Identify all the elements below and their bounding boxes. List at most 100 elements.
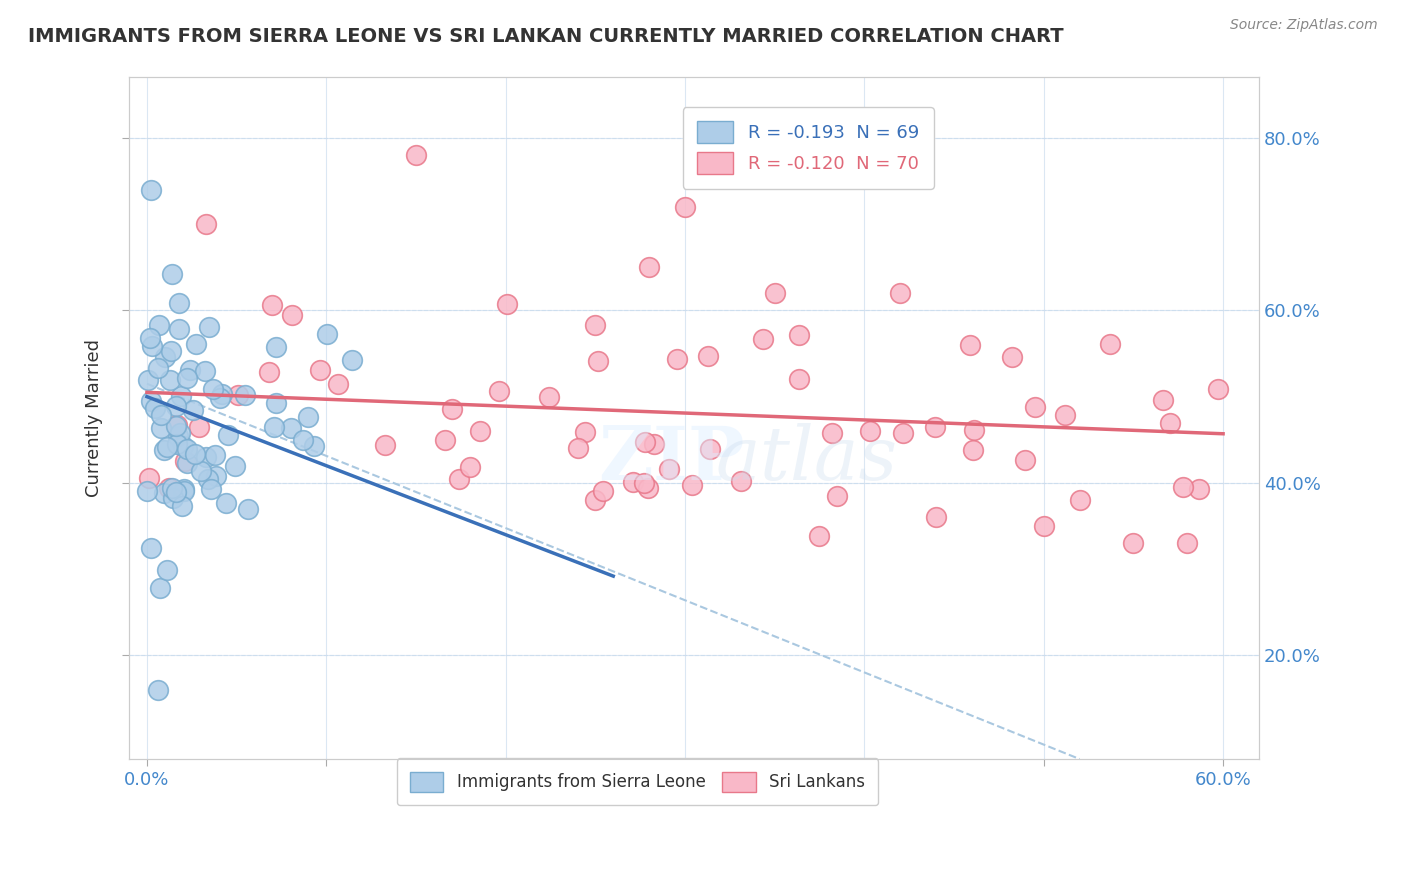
Point <box>152 485 174 500</box>
Point <box>441 401 464 416</box>
Point <box>160 267 183 281</box>
Point <box>170 499 193 513</box>
Point <box>148 318 170 332</box>
Point <box>787 372 810 386</box>
Point <box>176 442 198 456</box>
Point <box>263 419 285 434</box>
Point <box>159 372 181 386</box>
Point <box>434 433 457 447</box>
Point <box>233 388 256 402</box>
Point <box>224 458 246 473</box>
Point <box>292 433 315 447</box>
Point <box>959 338 981 352</box>
Point <box>186 336 208 351</box>
Point <box>181 403 204 417</box>
Point <box>195 450 218 465</box>
Point <box>169 296 191 310</box>
Point <box>621 475 644 489</box>
Point <box>162 491 184 505</box>
Point <box>160 481 183 495</box>
Point <box>139 331 162 345</box>
Point <box>257 365 280 379</box>
Point <box>316 327 339 342</box>
Point <box>156 563 179 577</box>
Point <box>280 420 302 434</box>
Point <box>1159 417 1181 431</box>
Point <box>166 399 188 413</box>
Point <box>1014 453 1036 467</box>
Point <box>150 421 173 435</box>
Legend: Immigrants from Sierra Leone, Sri Lankans: Immigrants from Sierra Leone, Sri Lankan… <box>396 758 879 805</box>
Point <box>637 481 659 495</box>
Point <box>470 424 492 438</box>
Point <box>638 260 661 275</box>
Point <box>167 429 190 443</box>
Point <box>179 362 201 376</box>
Point <box>699 442 721 457</box>
Point <box>217 428 239 442</box>
Point <box>150 408 173 422</box>
Point <box>374 438 396 452</box>
Point <box>281 309 304 323</box>
Point <box>891 425 914 440</box>
Point <box>827 489 849 503</box>
Point <box>925 510 948 524</box>
Point <box>138 471 160 485</box>
Point <box>136 483 159 498</box>
Point <box>157 481 180 495</box>
Point <box>730 474 752 488</box>
Point <box>195 217 218 231</box>
Point <box>681 478 703 492</box>
Point <box>1122 536 1144 550</box>
Text: IMMIGRANTS FROM SIERRA LEONE VS SRI LANKAN CURRENTLY MARRIED CORRELATION CHART: IMMIGRANTS FROM SIERRA LEONE VS SRI LANK… <box>28 27 1064 45</box>
Point <box>205 469 228 483</box>
Point <box>146 360 169 375</box>
Point <box>1206 382 1229 396</box>
Point <box>197 472 219 486</box>
Point <box>166 418 188 433</box>
Point <box>238 502 260 516</box>
Point <box>204 448 226 462</box>
Point <box>592 483 614 498</box>
Point <box>858 425 880 439</box>
Point <box>1024 400 1046 414</box>
Point <box>139 394 162 409</box>
Point <box>143 401 166 415</box>
Point <box>787 328 810 343</box>
Point <box>567 441 589 455</box>
Y-axis label: Currently Married: Currently Married <box>86 339 103 497</box>
Point <box>141 339 163 353</box>
Point <box>176 371 198 385</box>
Point <box>176 456 198 470</box>
Point <box>1098 337 1121 351</box>
Point <box>226 388 249 402</box>
Point <box>1188 482 1211 496</box>
Point <box>808 528 831 542</box>
Point <box>488 384 510 399</box>
Point <box>1069 493 1091 508</box>
Point <box>342 353 364 368</box>
Point <box>496 296 519 310</box>
Point <box>1001 350 1024 364</box>
Point <box>170 389 193 403</box>
Point <box>200 482 222 496</box>
Point <box>583 493 606 508</box>
Point <box>173 482 195 496</box>
Point <box>208 392 231 406</box>
Point <box>139 183 162 197</box>
Point <box>165 419 187 434</box>
Text: atlas: atlas <box>716 423 898 495</box>
Point <box>211 387 233 401</box>
Point <box>166 437 188 451</box>
Point <box>574 425 596 439</box>
Point <box>752 333 775 347</box>
Point <box>538 390 561 404</box>
Point <box>149 581 172 595</box>
Point <box>304 439 326 453</box>
Point <box>169 322 191 336</box>
Point <box>173 454 195 468</box>
Point <box>193 364 215 378</box>
Point <box>173 483 195 498</box>
Point <box>1175 536 1198 550</box>
Point <box>763 286 786 301</box>
